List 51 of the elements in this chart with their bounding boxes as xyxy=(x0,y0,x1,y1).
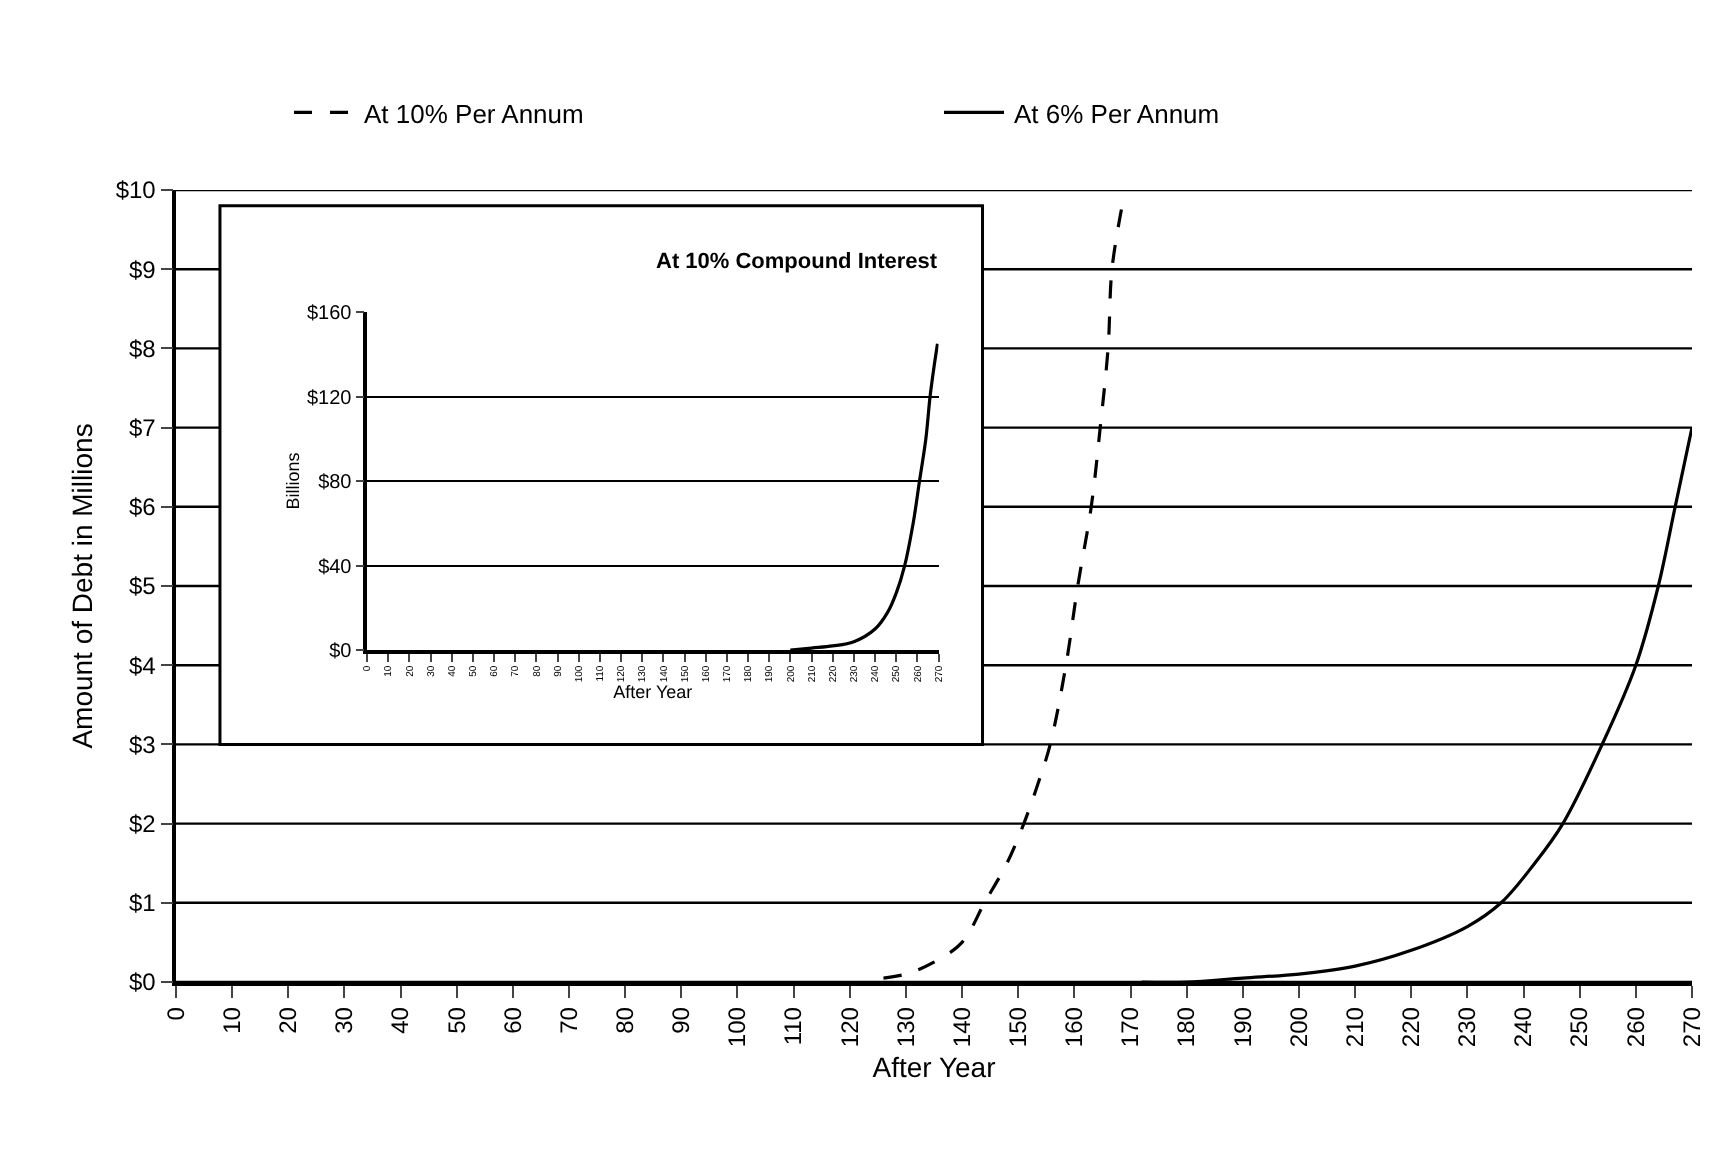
y-tick-label: $10 xyxy=(115,176,157,205)
x-axis-title: After Year xyxy=(613,682,693,703)
y-tick-label: $160 xyxy=(307,302,353,325)
y-tick-label: $6 xyxy=(128,493,157,522)
x-tick-label: 250 xyxy=(1565,1006,1594,1048)
chart-title: At 10% Compound Interest xyxy=(656,250,938,274)
x-tick-label: 240 xyxy=(1509,1006,1538,1048)
x-tick-label: 0 xyxy=(161,1006,190,1021)
x-axis-title: After Year xyxy=(872,1050,997,1083)
x-tick-label: 160 xyxy=(1060,1006,1089,1048)
x-tick-label: 180 xyxy=(1172,1006,1201,1048)
y-axis-title: Amount of Debt in Millions xyxy=(65,423,98,749)
x-tick-label: 190 xyxy=(1228,1006,1257,1048)
x-tick-label: 220 xyxy=(1397,1006,1426,1048)
x-tick-label: 260 xyxy=(1621,1006,1650,1048)
y-tick-label: $9 xyxy=(128,255,157,284)
x-tick-label: 200 xyxy=(1284,1006,1313,1048)
x-tick-label: 130 xyxy=(891,1006,920,1048)
x-tick-label: 80 xyxy=(610,1006,639,1034)
y-tick-label: $80 xyxy=(318,472,353,495)
y-axis-title: Billions xyxy=(282,451,303,510)
x-tick-label: 70 xyxy=(554,1006,583,1034)
y-tick-label: $0 xyxy=(128,968,157,997)
y-tick-label: $7 xyxy=(128,414,157,442)
x-tick-label: 270 xyxy=(1677,1006,1706,1048)
x-tick-label: 20 xyxy=(274,1006,303,1034)
x-tick-label: 100 xyxy=(723,1006,752,1048)
x-tick-label: 50 xyxy=(442,1006,471,1034)
x-tick-label: 110 xyxy=(779,1006,808,1046)
x-tick-label: 90 xyxy=(667,1006,696,1034)
y-tick-label: $3 xyxy=(128,730,157,759)
legend-label: At 6% Per Annum xyxy=(1014,98,1220,129)
x-tick-label: 60 xyxy=(498,1006,527,1034)
x-tick-label: 40 xyxy=(386,1006,415,1034)
x-tick-label: 230 xyxy=(1453,1006,1482,1048)
x-tick-label: 30 xyxy=(330,1006,359,1034)
y-tick-label: $1 xyxy=(128,889,157,918)
y-tick-label: $0 xyxy=(329,641,353,664)
x-tick-label: 140 xyxy=(947,1006,976,1048)
x-tick-label: 150 xyxy=(1004,1006,1033,1048)
y-tick-label: $5 xyxy=(128,572,157,601)
y-tick-label: $2 xyxy=(128,810,157,838)
y-tick-label: $120 xyxy=(307,387,353,410)
y-tick-label: $8 xyxy=(128,334,157,363)
legend-label: At 10% Per Annum xyxy=(364,98,584,129)
y-tick-label: $4 xyxy=(128,651,157,680)
x-tick-label: 120 xyxy=(835,1006,864,1048)
x-tick-label: 210 xyxy=(1340,1006,1369,1048)
y-tick-label: $40 xyxy=(318,556,353,579)
x-tick-label: 10 xyxy=(217,1006,246,1034)
x-tick-label: 170 xyxy=(1116,1006,1145,1048)
